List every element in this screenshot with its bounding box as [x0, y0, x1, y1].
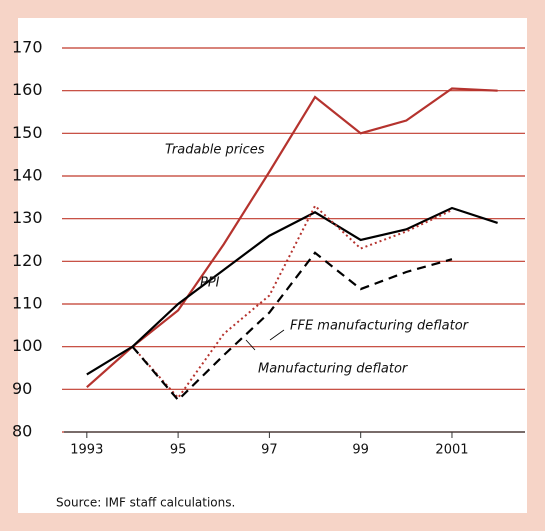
series-line	[86, 87, 498, 389]
leader-line	[269, 329, 285, 341]
x-tick-label: 2001	[435, 443, 468, 458]
grid: 80 90 100 110 120 130 140 150 160 170 1993 95 97 99 20…	[12, 38, 525, 458]
source: Source: IMF staff calculations.	[56, 496, 235, 510]
y-tick-label: 110	[12, 294, 43, 313]
y-tick-label: 120	[12, 251, 43, 270]
y-tick-label: 140	[12, 166, 43, 185]
annotation: Manufacturing deflator	[258, 362, 409, 377]
x-tick-label: 97	[261, 443, 278, 458]
annotation: PPI	[200, 276, 220, 291]
x-tick-label: 1993	[70, 443, 103, 458]
annotation: FFE manufacturing deflator	[290, 319, 470, 334]
series-line	[131, 251, 453, 402]
y-tick-label: 150	[12, 123, 43, 142]
marks	[86, 87, 498, 402]
y-tick-label: 100	[12, 336, 43, 355]
x-tick-label: 99	[352, 443, 369, 458]
y-tick-label: 170	[12, 38, 43, 57]
y-tick-label: 80	[12, 422, 32, 441]
series-line	[131, 204, 453, 400]
y-tick-label: 90	[12, 379, 32, 398]
panel	[18, 18, 527, 513]
series-line	[86, 206, 498, 376]
y-tick-label: 160	[12, 80, 43, 99]
annotation: Tradable prices	[165, 143, 265, 158]
leader-line	[245, 339, 256, 351]
y-tick-label: 130	[12, 208, 43, 227]
x-tick-label: 95	[170, 443, 187, 458]
